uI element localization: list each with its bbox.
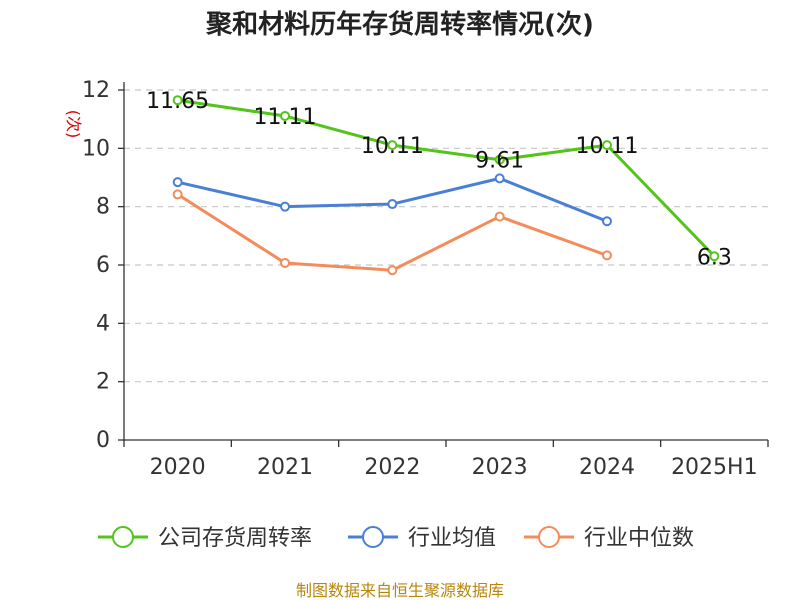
chart-title: 聚和材料历年存货周转率情况(次) xyxy=(205,9,594,40)
legend-label-1: 行业均值 xyxy=(408,526,496,551)
data-point-1-2[interactable] xyxy=(387,199,398,210)
legend-item-2[interactable]: 行业中位数 xyxy=(524,526,694,551)
series-layer xyxy=(172,95,720,276)
y-tick-label-10: 10 xyxy=(82,136,110,161)
data-point-2-3[interactable] xyxy=(494,211,505,222)
legend-label-2: 行业中位数 xyxy=(584,526,694,551)
data-point-2-1[interactable] xyxy=(280,257,290,268)
data-point-2-2[interactable] xyxy=(387,265,398,276)
data-point-0-0[interactable] xyxy=(172,95,183,106)
data-point-2-4[interactable] xyxy=(602,250,612,261)
legend-marker-1 xyxy=(362,526,384,548)
series-2 xyxy=(172,189,612,276)
y-axis-label: (次) xyxy=(64,110,83,139)
data-point-2-0[interactable] xyxy=(172,189,183,200)
y-tick-label-2: 2 xyxy=(96,370,110,395)
series-0 xyxy=(172,95,720,262)
data-point-0-4[interactable] xyxy=(602,140,612,151)
data-label-5: 6.3 xyxy=(697,245,732,270)
legend-item-1[interactable]: 行业均值 xyxy=(348,526,496,551)
legend-item-0[interactable]: 公司存货周转率 xyxy=(98,526,312,551)
legend-label-0: 公司存货周转率 xyxy=(158,526,312,551)
y-tick-label-8: 8 xyxy=(96,195,110,220)
legend-marker-2 xyxy=(538,526,560,548)
data-label-3: 9.61 xyxy=(475,149,524,174)
grid-lines xyxy=(124,89,768,383)
x-tick-label-2021: 2021 xyxy=(257,455,313,480)
data-labels: 11.65 11.11 10.11 9.61 10.11 6.3 xyxy=(146,89,732,270)
series-1 xyxy=(172,173,612,227)
x-tick-label-2025H1: 2025H1 xyxy=(671,455,758,480)
data-label-2: 10.11 xyxy=(361,134,424,159)
data-point-0-2[interactable] xyxy=(387,140,398,151)
x-tick-label-2024: 2024 xyxy=(579,455,635,480)
series-line-0 xyxy=(177,98,716,258)
y-tick-label-4: 4 xyxy=(96,311,110,336)
data-label-0: 11.65 xyxy=(146,89,209,114)
axes: 0 2 4 6 8 10 12 2020 2021 2022 2023 2024 2025H1 xyxy=(82,78,769,480)
data-label-1: 11.11 xyxy=(254,105,317,130)
data-point-1-3[interactable] xyxy=(494,173,505,184)
x-tick-label-2023: 2023 xyxy=(472,455,528,480)
data-point-1-1[interactable] xyxy=(280,201,290,212)
data-point-1-0[interactable] xyxy=(172,177,183,188)
source-note: 制图数据来自恒生聚源数据库 xyxy=(296,581,504,600)
data-point-0-3[interactable] xyxy=(494,154,505,165)
x-tick-label-2022: 2022 xyxy=(364,455,420,480)
legend[interactable]: 公司存货周转率 行业均值 行业中位数 xyxy=(98,526,694,551)
legend-marker-0 xyxy=(112,526,134,548)
y-tick-label-12: 12 xyxy=(82,78,110,103)
data-label-4: 10.11 xyxy=(576,134,639,159)
data-point-0-1[interactable] xyxy=(280,110,290,121)
y-tick-label-0: 0 xyxy=(96,428,110,453)
data-point-1-4[interactable] xyxy=(602,216,612,227)
x-tick-label-2020: 2020 xyxy=(150,455,206,480)
data-point-0-5[interactable] xyxy=(709,251,720,262)
y-tick-label-6: 6 xyxy=(96,253,110,278)
